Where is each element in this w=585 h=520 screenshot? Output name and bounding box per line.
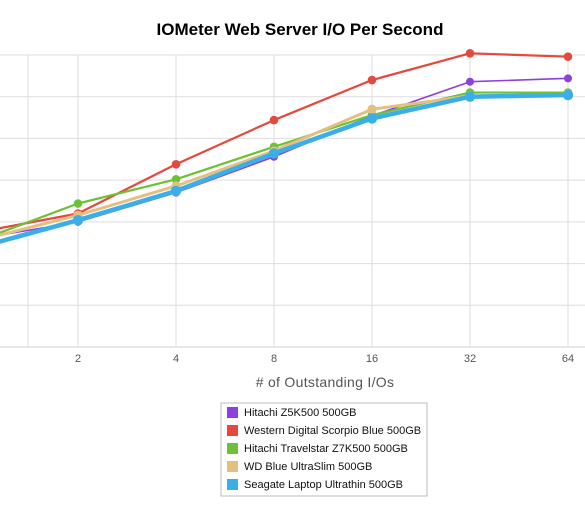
legend-box: [220, 402, 428, 497]
data-point: [465, 49, 475, 58]
data-point: [171, 175, 181, 184]
data-point: [563, 52, 573, 61]
data-point: [564, 74, 572, 83]
legend-swatch: [227, 479, 238, 490]
data-point: [464, 91, 476, 102]
legend-swatch: [227, 425, 238, 436]
data-point: [367, 104, 377, 114]
legend-swatch: [227, 461, 238, 472]
chart-title: IOMeter Web Server I/O Per Second: [157, 20, 444, 39]
x-tick-label: 4: [173, 353, 179, 365]
data-point: [269, 115, 279, 125]
legend-swatch: [227, 443, 238, 454]
x-tick-label: 8: [271, 353, 277, 365]
x-tick-label: 64: [562, 353, 574, 365]
data-point: [367, 75, 377, 85]
legend: Hitachi Z5K500 500GB Western Digital Scor…: [220, 402, 428, 497]
x-tick-labels: 2 4 8 16 32 64: [75, 353, 574, 365]
legend-label: Western Digital Scorpio Blue 500GB: [244, 425, 421, 437]
series-layer: [0, 49, 574, 244]
data-point: [268, 148, 280, 159]
x-tick-label: 2: [75, 353, 81, 365]
data-point: [171, 159, 181, 169]
legend-swatch: [227, 407, 238, 418]
x-tick-label: 16: [366, 353, 378, 365]
series-4: [0, 89, 573, 237]
data-point: [170, 185, 182, 197]
legend-label: Seagate Laptop Ultrathin 500GB: [244, 479, 403, 491]
x-axis-title: # of Outstanding I/Os: [256, 374, 395, 390]
series-5: [0, 89, 574, 244]
series-3: [0, 88, 573, 234]
data-point: [366, 113, 378, 124]
data-point: [466, 77, 474, 86]
data-point: [562, 89, 574, 101]
legend-label: Hitachi Travelstar Z7K500 500GB: [244, 443, 408, 455]
legend-label: Hitachi Z5K500 500GB: [244, 407, 357, 419]
data-point: [73, 199, 83, 208]
data-point: [72, 214, 84, 226]
x-tick-label: 32: [464, 353, 476, 365]
legend-label: WD Blue UltraSlim 500GB: [244, 461, 372, 473]
